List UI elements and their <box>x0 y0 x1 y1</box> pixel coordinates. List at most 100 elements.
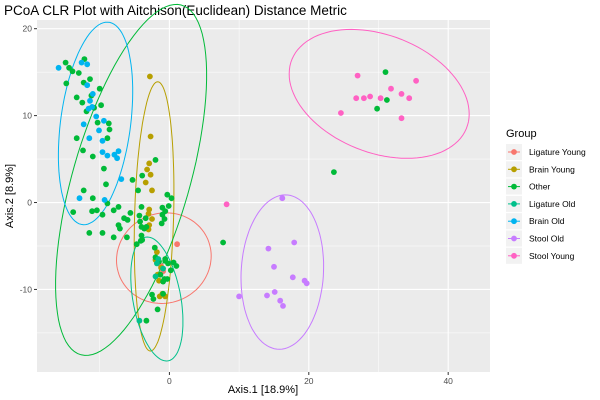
point-ligature-old <box>160 265 167 272</box>
point-brain-old <box>86 135 93 142</box>
y-tick-label: 20 <box>23 24 33 34</box>
x-tick-label: 0 <box>167 376 172 386</box>
ellipse-ligature-young <box>115 212 212 305</box>
point-other <box>87 76 93 82</box>
y-tick-label: 0 <box>27 198 32 208</box>
y-tick-label: -10 <box>20 284 33 294</box>
point-other <box>124 217 131 223</box>
point-other <box>101 165 107 172</box>
point-ligature-young <box>174 241 181 248</box>
point-other <box>136 212 143 219</box>
point-brain-old <box>93 113 100 120</box>
point-brain-old <box>87 97 93 104</box>
legend-key-point-brain-old <box>511 218 517 225</box>
ellipse-brain-young <box>133 81 175 352</box>
point-brain-young <box>147 133 154 140</box>
point-other <box>150 296 157 302</box>
point-brain-young <box>149 216 155 222</box>
point-brain-young <box>144 166 151 173</box>
point-other <box>133 241 140 248</box>
point-other <box>124 234 130 241</box>
data-points <box>55 56 419 324</box>
point-stool-young <box>398 115 405 122</box>
point-other <box>99 230 106 236</box>
legend-key-point-stool-old <box>511 235 517 242</box>
legend-label-brain-old: Brain Old <box>529 216 565 226</box>
point-ligature-old <box>152 273 159 280</box>
point-brain-old <box>96 127 102 134</box>
point-stool-old <box>277 297 284 304</box>
point-brain-young <box>146 206 153 213</box>
point-stool-old <box>279 195 286 202</box>
point-stool-old <box>280 303 286 309</box>
point-brain-young <box>142 179 149 186</box>
point-brain-young <box>146 160 153 167</box>
point-other <box>94 207 100 214</box>
point-other <box>115 204 122 210</box>
point-other <box>104 135 111 142</box>
point-brain-old <box>101 117 107 124</box>
legend-label-ligature-young: Ligature Young <box>529 147 586 157</box>
point-brain-old <box>85 105 92 112</box>
point-other <box>152 157 159 163</box>
point-other <box>62 59 69 66</box>
point-other <box>384 97 390 103</box>
legend-label-brain-young: Brain Young <box>529 164 575 174</box>
point-stool-old <box>303 280 310 287</box>
point-brain-young <box>147 171 154 178</box>
ellipse-other <box>55 3 208 356</box>
point-other <box>63 80 70 87</box>
point-other <box>73 135 80 142</box>
x-tick-label: 40 <box>443 376 453 386</box>
point-stool-young <box>361 95 367 102</box>
point-brain-old <box>84 82 91 89</box>
point-brain-young <box>149 187 155 194</box>
point-stool-old <box>271 263 277 270</box>
point-stool-young <box>353 95 360 102</box>
legend-label-ligature-old: Ligature Old <box>529 199 576 209</box>
point-other <box>167 267 174 274</box>
point-ligature-old <box>155 256 162 262</box>
point-brain-young <box>145 210 152 217</box>
legend-label-other: Other <box>529 182 550 192</box>
legend-key-point-brain-young <box>511 166 517 173</box>
chart-title: PCoA CLR Plot with Aitchison(Euclidean) … <box>4 3 347 18</box>
point-other <box>110 207 117 214</box>
confidence-ellipses <box>55 3 470 362</box>
point-other <box>138 232 145 239</box>
point-stool-old <box>289 274 296 281</box>
point-stool-young <box>377 95 384 102</box>
legend-label-stool-old: Stool Old <box>529 234 564 244</box>
point-brain-old <box>115 148 122 155</box>
legend-key-point-ligature-young <box>511 149 517 155</box>
point-ligature-old <box>136 317 143 324</box>
point-other <box>220 239 227 246</box>
point-brain-old <box>99 137 106 144</box>
point-brain-old <box>101 197 108 203</box>
point-brain-old <box>104 152 111 159</box>
point-other <box>99 211 106 218</box>
point-other <box>164 191 171 198</box>
point-stool-young <box>223 201 230 208</box>
x-axis-label: Axis.1 [18.9%] <box>228 384 298 396</box>
point-other <box>331 169 337 176</box>
point-other <box>80 147 86 154</box>
point-stool-young <box>338 110 344 116</box>
point-brain-old <box>118 176 125 183</box>
point-brain-young <box>154 249 160 256</box>
axis-ticks: 0 20 40 -10 0 10 20 <box>20 24 453 386</box>
point-stool-old <box>265 245 272 252</box>
point-brain-old <box>78 59 85 66</box>
legend-title: Group <box>506 128 537 140</box>
point-brain-old <box>99 149 106 156</box>
point-other <box>86 230 93 236</box>
point-other <box>161 216 168 222</box>
point-other <box>382 69 389 75</box>
point-other <box>75 70 82 76</box>
point-stool-young <box>413 77 419 84</box>
plot-panel <box>37 20 490 372</box>
point-other <box>157 271 164 278</box>
point-other <box>89 153 96 160</box>
legend-label-stool-young: Stool Young <box>529 251 575 261</box>
